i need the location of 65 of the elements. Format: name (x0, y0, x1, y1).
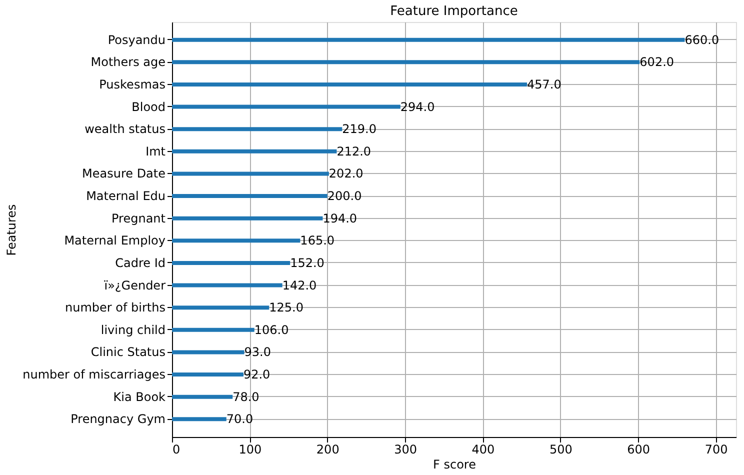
bar (172, 104, 400, 109)
data-label: 165.0 (300, 234, 335, 248)
y-tick-label: Puskesmas (99, 77, 166, 92)
data-label: 92.0 (243, 368, 270, 382)
bar (172, 194, 328, 198)
data-label: 78.0 (232, 390, 260, 404)
y-tick-label: Prengnacy Gym (70, 412, 166, 426)
x-axis-title: F score (433, 458, 476, 472)
data-label: 70.0 (226, 412, 254, 426)
bar (172, 238, 300, 243)
y-tick-label: number of births (65, 300, 166, 315)
bar (172, 306, 270, 310)
x-tick-label: 500 (549, 442, 572, 456)
bar (172, 82, 528, 86)
y-tick-label: Kia Book (113, 390, 166, 404)
x-tick-label: 100 (238, 442, 262, 456)
data-label: 194.0 (322, 211, 358, 226)
data-label: 152.0 (290, 256, 324, 270)
data-label: 602.0 (640, 55, 674, 70)
bar (172, 283, 282, 288)
y-tick-label: wealth status (84, 122, 166, 136)
y-tick-label: ï»¿Gender (103, 278, 166, 292)
y-tick-label: number of miscarriages (22, 368, 166, 382)
bar (172, 394, 233, 399)
data-label: 660.0 (684, 32, 720, 47)
bar (172, 127, 342, 132)
bar (172, 372, 244, 377)
x-tick-label: 600 (627, 442, 650, 456)
y-tick-label: Posyandu (108, 32, 166, 47)
y-tick-label: Mothers age (90, 55, 166, 70)
bar (172, 260, 290, 265)
data-label: 219.0 (342, 122, 376, 136)
data-label: 200.0 (327, 189, 362, 204)
y-tick-label: Maternal Employ (64, 234, 166, 248)
y-tick-label: Cadre Id (115, 256, 166, 270)
y-tick-label: Blood (132, 100, 166, 114)
data-label: 212.0 (336, 144, 372, 158)
chart-title: Feature Importance (390, 4, 518, 19)
x-tick-label: 300 (394, 442, 418, 456)
bar (172, 38, 685, 42)
data-label: 125.0 (269, 300, 304, 315)
y-tick-label: Pregnant (112, 211, 166, 226)
bar (172, 60, 640, 64)
y-tick-label: Imt (146, 144, 166, 158)
bar (172, 350, 244, 354)
x-tick-label: 200 (316, 442, 340, 456)
x-tick-label: 0 (172, 442, 180, 456)
bar (172, 328, 254, 332)
data-label: 142.0 (282, 278, 317, 292)
bar (172, 417, 226, 422)
bar (172, 149, 337, 154)
data-label: 294.0 (400, 100, 435, 114)
data-label: 93.0 (244, 345, 271, 360)
bar (172, 216, 323, 220)
y-tick-label: Measure Date (82, 166, 166, 181)
data-label: 457.0 (527, 77, 562, 92)
x-tick-label: 400 (472, 442, 495, 456)
bar (172, 172, 329, 176)
y-tick-label: Clinic Status (90, 345, 166, 360)
data-label: 106.0 (254, 322, 289, 337)
y-tick-label: Maternal Edu (86, 189, 166, 204)
x-tick-label: 700 (704, 442, 728, 456)
y-axis-title: Features (4, 204, 19, 256)
y-tick-label: living child (100, 322, 166, 337)
data-label: 202.0 (328, 166, 364, 181)
